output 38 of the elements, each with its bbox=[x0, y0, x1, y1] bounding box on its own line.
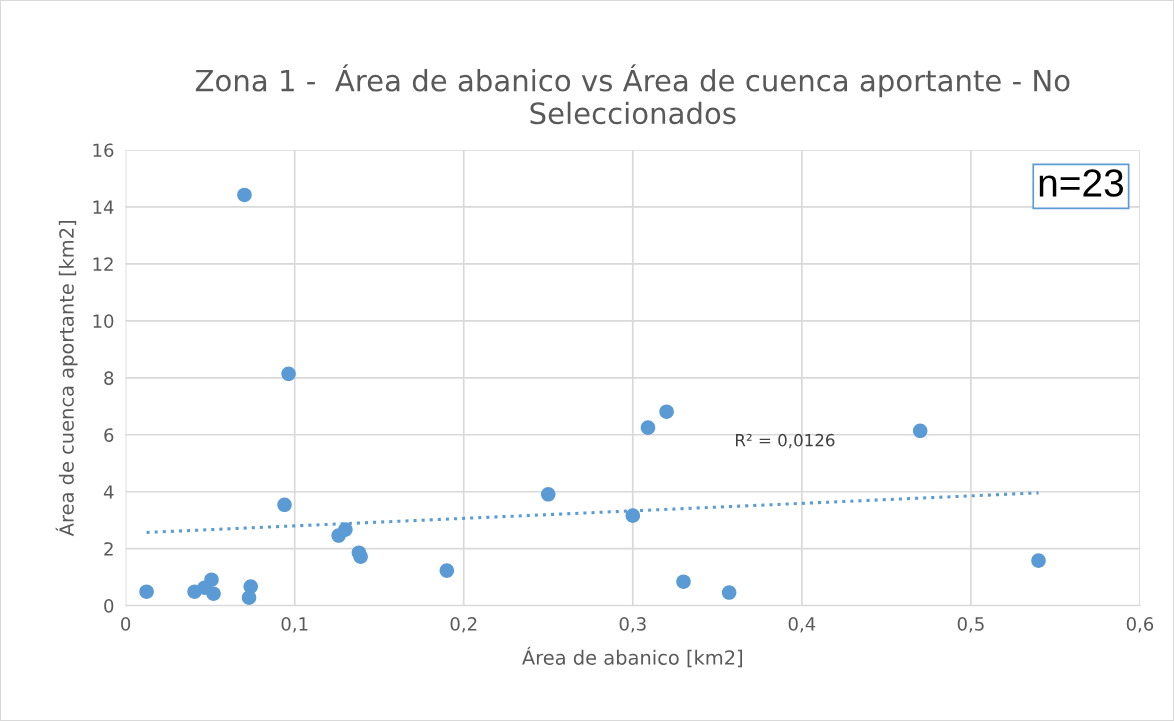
point bbox=[338, 522, 353, 537]
y-tick-label: 16 bbox=[93, 143, 114, 158]
y-axis-title: Área de cuenca aportante [km2] bbox=[55, 220, 78, 537]
point bbox=[1031, 553, 1046, 568]
point bbox=[625, 508, 641, 523]
point bbox=[206, 586, 221, 601]
y-tick-label: 0 bbox=[104, 599, 114, 613]
x-tick-label: 0,1 bbox=[281, 617, 308, 633]
chart-title: Zona 1 - Área de abanico vs Área de cuenca aportante - No Seleccionados bbox=[195, 64, 1070, 125]
point bbox=[540, 487, 556, 502]
y-tick-label: 10 bbox=[93, 314, 114, 328]
x-tick-label: 0,6 bbox=[1126, 617, 1154, 633]
point bbox=[277, 497, 292, 513]
point bbox=[912, 423, 928, 439]
y-tick-label: 4 bbox=[103, 485, 114, 499]
y-tick-label: 8 bbox=[104, 371, 114, 385]
x-tick-label: 0 bbox=[121, 617, 131, 631]
x-tick-label: 0,4 bbox=[788, 617, 816, 633]
point bbox=[721, 585, 737, 600]
x-tick-label: 0,3 bbox=[619, 617, 646, 633]
point bbox=[139, 584, 154, 599]
annotation: n=23 bbox=[1039, 169, 1124, 197]
point bbox=[243, 579, 258, 594]
y-tick-label: 12 bbox=[93, 257, 113, 271]
point bbox=[204, 572, 219, 588]
point bbox=[640, 420, 656, 435]
point bbox=[659, 404, 674, 419]
point bbox=[439, 563, 455, 578]
y-tick-label: 14 bbox=[93, 200, 114, 214]
y-tick-label: 2 bbox=[104, 542, 113, 556]
point bbox=[237, 187, 252, 203]
point bbox=[281, 366, 296, 382]
y-tick-label: 6 bbox=[104, 428, 114, 442]
x-axis-title: Área de abanico [km2] bbox=[522, 646, 743, 668]
x-tick-label: 0,2 bbox=[450, 617, 477, 633]
x-tick-label: 0,5 bbox=[957, 617, 984, 633]
annotation: R² = 0,0126 bbox=[736, 433, 835, 449]
point bbox=[676, 574, 691, 589]
